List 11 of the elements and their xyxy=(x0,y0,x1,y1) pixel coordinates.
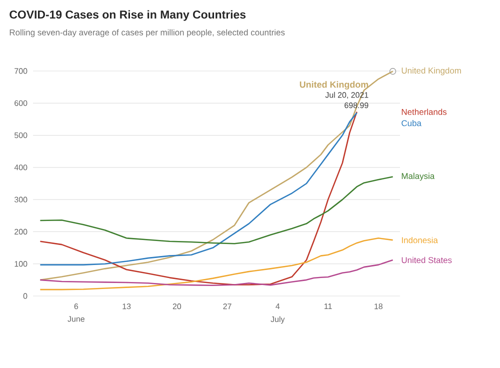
series-label: United States xyxy=(402,256,452,264)
chart-title: COVID-19 Cases on Rise in Many Countries xyxy=(10,10,246,21)
text: Netherlands xyxy=(402,108,447,115)
annotation: United Kingdom xyxy=(300,81,368,90)
line-series xyxy=(40,176,394,244)
chart-subtitle: Rolling seven-day average of cases per million people, selected countries xyxy=(10,29,285,38)
text: Cuba xyxy=(402,120,422,126)
series-label: Indonesia xyxy=(402,236,438,244)
series-label: United Kingdom xyxy=(402,67,461,76)
series-label: Malaysia xyxy=(402,172,435,181)
line-series xyxy=(40,259,394,286)
